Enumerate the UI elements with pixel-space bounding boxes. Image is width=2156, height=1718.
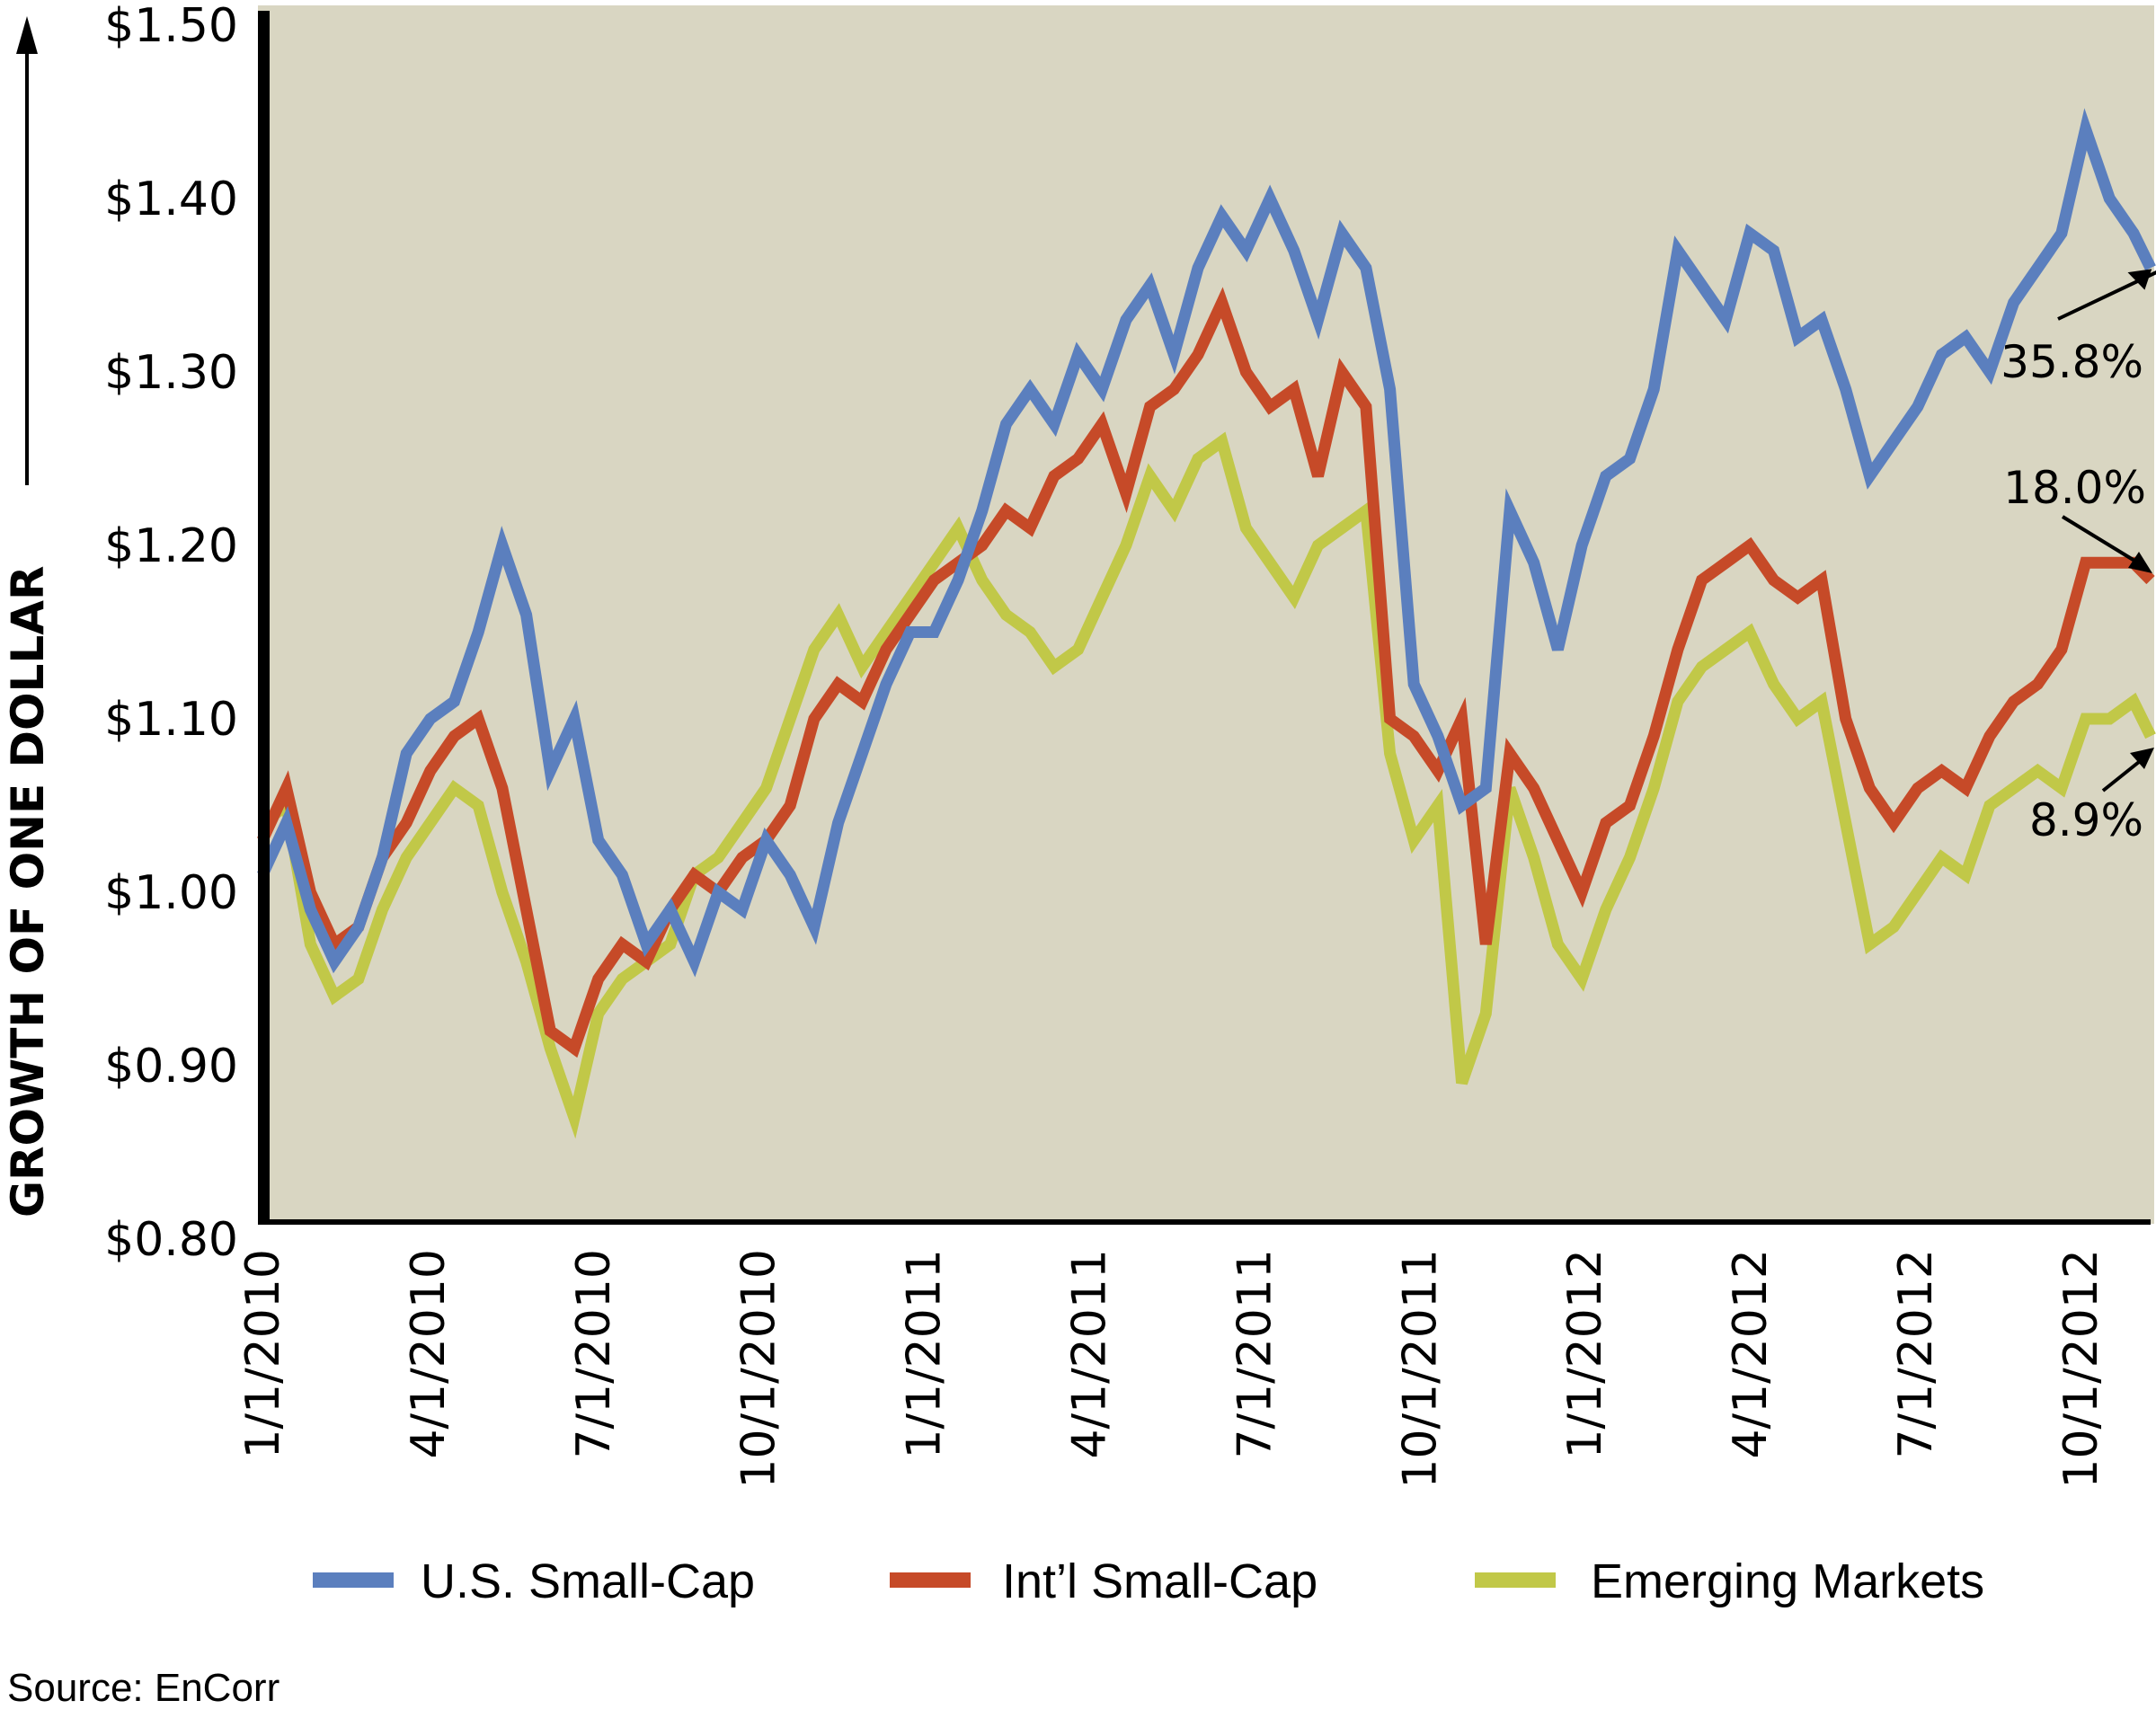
legend-item-us: U.S. Small-Cap [313,1554,755,1608]
legend-label-us: U.S. Small-Cap [421,1554,755,1608]
x-tick-label: 4/1/2010 [402,1249,456,1459]
annotation-em: 8.9% [2029,748,2154,846]
x-tick-label: 1/1/2010 [236,1249,290,1459]
y-tick-label: $1.40 [104,173,238,226]
series-layer [257,108,2156,1139]
source-note: Source: EnCorr [7,1666,279,1710]
x-tick-label: 1/1/2012 [1558,1249,1612,1459]
legend-label-intl: Int’l Small-Cap [1002,1554,1318,1608]
annotation-intl: 18.0% [2003,462,2152,573]
series-line-int-l-small-cap [257,287,2155,1058]
y-tick-labels: $0.80 $0.90 $1.00 $1.10 $1.20 $1.30 $1.40 $1.50 [104,0,238,1267]
legend-item-intl: Int’l Small-Cap [890,1554,1318,1608]
series-line-u-s-small-cap [257,108,2156,978]
annotation-label-em: 8.9% [2029,794,2143,846]
y-axis-title: GROWTH OF ONE DOLLAR [2,566,54,1218]
y-axis-arrow-head-icon [16,16,38,54]
legend-label-em: Emerging Markets [1591,1554,1984,1608]
x-tick-label: 7/1/2010 [567,1249,621,1459]
y-tick-label: $0.80 [104,1213,238,1267]
y-tick-label: $1.20 [104,519,238,573]
legend: U.S. Small-Cap Int’l Small-Cap Emerging … [313,1554,1984,1608]
x-tick-label: 1/1/2011 [898,1249,952,1459]
arrow-head-icon [2128,552,2152,573]
x-tick-labels: 1/1/2010 4/1/2010 7/1/2010 10/1/2010 1/1/201… [236,1249,2108,1489]
x-tick-label: 7/1/2011 [1228,1249,1282,1459]
x-tick-label: 7/1/2012 [1889,1249,1943,1459]
legend-swatch-intl [890,1572,971,1588]
annotation-label-intl: 18.0% [2003,462,2146,514]
x-tick-label: 4/1/2011 [1063,1249,1117,1459]
annotation-arrow-intl [2061,515,2145,568]
y-tick-label: $1.00 [104,866,238,920]
arrow-head-icon [2127,269,2152,290]
series-line-emerging-markets [259,431,2156,1139]
annotation-us: 35.8% [2001,269,2156,388]
plot-area [258,5,2154,1224]
x-axis-line [258,1219,2151,1225]
y-axis-title-group: GROWTH OF ONE DOLLAR [2,16,54,1218]
arrow-head-icon [2130,748,2154,769]
y-axis-line [258,11,270,1224]
x-tick-label: 10/1/2012 [2054,1249,2108,1489]
legend-swatch-us [313,1572,394,1588]
y-tick-label: $0.90 [104,1040,238,1094]
y-tick-label: $1.10 [104,693,238,747]
x-tick-label: 10/1/2010 [732,1249,786,1489]
legend-item-em: Emerging Markets [1475,1554,1984,1608]
x-tick-label: 4/1/2012 [1724,1249,1778,1459]
y-tick-label: $1.50 [104,0,238,53]
legend-swatch-em [1475,1572,1556,1588]
x-tick-label: 10/1/2011 [1393,1249,1447,1489]
y-tick-label: $1.30 [104,346,238,400]
annotation-label-us: 35.8% [2001,336,2143,388]
